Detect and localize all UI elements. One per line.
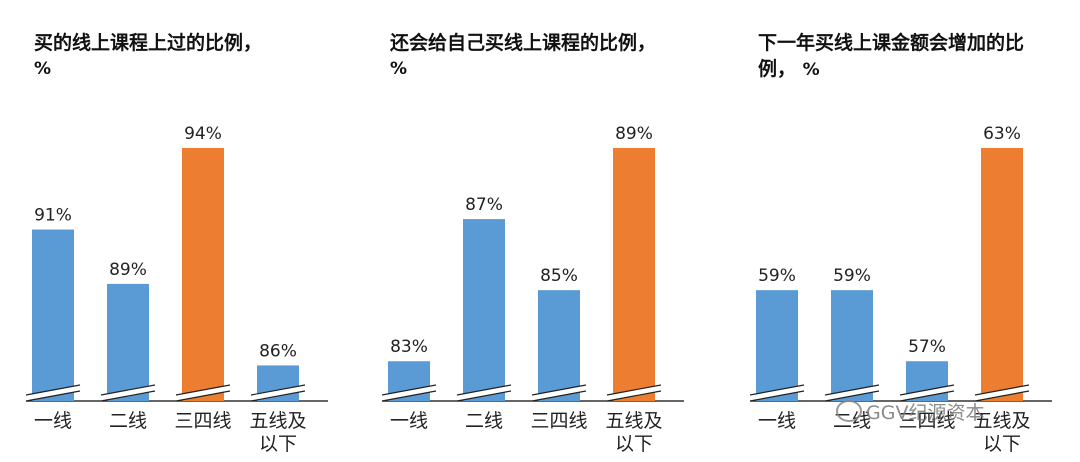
axis-break-line (100, 390, 156, 402)
axis-break-line (824, 384, 880, 396)
chart-panel-3: 下一年买线上课金额会增加的比例， % 59% 一线 59% 二线 57% 三四线 63% 五线… (749, 0, 1072, 462)
category-label: 三四线 (898, 410, 955, 432)
data-label: 59% (833, 266, 871, 286)
data-label: 94% (184, 124, 222, 144)
axis-break-line (456, 390, 512, 402)
bar-2 (831, 290, 873, 401)
axis-break-line (175, 384, 231, 396)
watermark-text: GGV纪源资本 (866, 402, 985, 424)
chart-panel-1: 买的线上课程上过的比例， % 91% 一线 89% 二线 94% 三四线 86% 五线及 以下 (25, 0, 348, 462)
axis-break-line (25, 384, 81, 396)
axis-break-mark (900, 385, 954, 401)
axis-break-line (974, 390, 1030, 402)
data-label: 85% (540, 266, 578, 286)
wechat-icon (836, 400, 862, 422)
category-label: 以下 (615, 433, 653, 455)
axis-break-line (175, 390, 231, 402)
chart-title: 还会给自己买线上课程的比例， % (390, 30, 710, 82)
category-label: 五线及 (605, 410, 662, 432)
data-label: 89% (615, 124, 653, 144)
axis-break-mark (607, 385, 661, 401)
category-label: 以下 (259, 433, 297, 455)
chart-unit: % (390, 59, 408, 79)
chart-title-text: 买的线上课程上过的比例， (34, 32, 263, 54)
category-label: 五线及 (249, 410, 306, 432)
axis-break-mark (532, 385, 586, 401)
axis-break-line (749, 390, 805, 402)
axis-break-mark (750, 385, 804, 401)
category-label: 二线 (109, 410, 147, 432)
bar-1 (32, 229, 74, 401)
axis-break-mark (26, 385, 80, 401)
data-label: 87% (465, 195, 503, 215)
chart-title: 下一年买线上课金额会增加的比例， % (758, 30, 1058, 83)
bar-3 (538, 290, 580, 401)
chart-unit: % (802, 60, 820, 80)
category-label: 一线 (34, 410, 72, 432)
axis-break-line (381, 390, 437, 402)
axis-break-line (606, 384, 662, 396)
data-label: 86% (259, 341, 297, 361)
axis-break-mark (176, 385, 230, 401)
category-label: 一线 (758, 410, 796, 432)
axis-break-mark (251, 385, 305, 401)
axis-break-line (250, 384, 306, 396)
chart-unit: % (34, 59, 52, 79)
axis-break-line (899, 384, 955, 396)
axis-break-line (899, 390, 955, 402)
axis-break-line (531, 384, 587, 396)
data-label: 59% (758, 266, 796, 286)
chart-title: 买的线上课程上过的比例， % (34, 30, 354, 82)
bar-4 (981, 148, 1023, 401)
chart-title-text: 还会给自己买线上课程的比例， (390, 32, 657, 54)
axis-break-mark (382, 385, 436, 401)
chart-panel-2: 还会给自己买线上课程的比例， % 83% 一线 87% 二线 85% 三四线 89% 五线及以… (381, 0, 704, 462)
axis-break-line (531, 390, 587, 402)
data-label: 63% (983, 124, 1021, 144)
chart-title-text: 下一年买线上课金额会增加的比例， (758, 32, 1025, 80)
axis-break-mark (975, 385, 1029, 401)
bar-3 (182, 148, 224, 401)
axis-break-line (974, 384, 1030, 396)
bar-2 (463, 219, 505, 401)
axis-break-line (456, 384, 512, 396)
bar-1 (756, 290, 798, 401)
axis-break-line (824, 390, 880, 402)
axis-break-mark (101, 385, 155, 401)
category-label: 以下 (983, 433, 1021, 455)
axis-break-line (100, 384, 156, 396)
watermark: GGV纪源资本 (836, 398, 984, 425)
data-label: 57% (908, 337, 946, 357)
data-label: 83% (390, 337, 428, 357)
axis-break-mark (457, 385, 511, 401)
bar-4 (613, 148, 655, 401)
category-label: 一线 (390, 410, 428, 432)
category-label: 三四线 (174, 410, 231, 432)
category-label: 三四线 (530, 410, 587, 432)
axis-break-line (381, 384, 437, 396)
axis-break-line (606, 390, 662, 402)
data-label: 89% (109, 260, 147, 280)
axis-break-line (25, 390, 81, 402)
category-label: 五线及 (973, 410, 1030, 432)
axis-break-line (250, 390, 306, 402)
axis-break-line (749, 384, 805, 396)
category-label: 二线 (465, 410, 503, 432)
data-label: 91% (34, 206, 72, 226)
bar-2 (107, 283, 149, 401)
axis-break-mark (825, 385, 879, 401)
